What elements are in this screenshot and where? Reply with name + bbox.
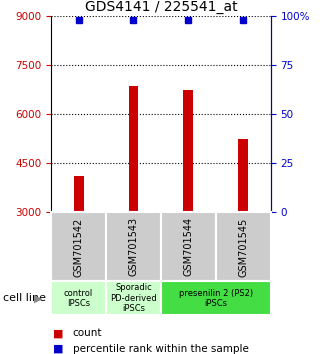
Text: control
IPSCs: control IPSCs [64, 289, 93, 308]
Bar [74, 176, 83, 212]
Text: Sporadic
PD-derived
iPSCs: Sporadic PD-derived iPSCs [110, 283, 157, 313]
Text: GSM701542: GSM701542 [74, 217, 83, 276]
Bar [183, 90, 193, 212]
Text: ■: ■ [52, 344, 63, 354]
Text: cell line: cell line [3, 293, 46, 303]
Title: GDS4141 / 225541_at: GDS4141 / 225541_at [84, 0, 237, 13]
Bar [128, 86, 138, 212]
Text: GSM701545: GSM701545 [238, 217, 248, 276]
Text: GSM701544: GSM701544 [183, 217, 193, 276]
Text: percentile rank within the sample: percentile rank within the sample [73, 344, 248, 354]
Text: GSM701543: GSM701543 [128, 217, 139, 276]
Bar [238, 139, 248, 212]
Text: count: count [73, 329, 102, 338]
Text: presenilin 2 (PS2)
iPSCs: presenilin 2 (PS2) iPSCs [179, 289, 253, 308]
Text: ■: ■ [52, 329, 63, 338]
Text: ▶: ▶ [34, 293, 42, 303]
